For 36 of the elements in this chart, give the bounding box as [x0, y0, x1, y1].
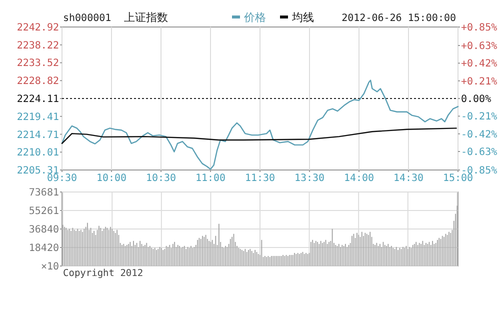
chart-subtitle: sh000001 [63, 13, 112, 24]
y2-tick-label: +0.85% [461, 22, 498, 34]
y-tick-label: 2224.11 [16, 94, 59, 106]
y-tick-label: 2238.22 [16, 40, 59, 52]
y-tick-label: 2228.82 [16, 76, 59, 88]
x-tick-label: 13:30 [294, 173, 325, 184]
y2-tick-label: +0.21% [461, 76, 498, 88]
y-tick-label: 2233.52 [16, 58, 59, 70]
y-axis-title: ×10 [40, 262, 59, 272]
y2-tick-label: 0.00% [461, 94, 492, 105]
y2-tick-label: -0.42% [461, 129, 498, 140]
legend-label: 均线 [291, 11, 314, 24]
y-tick-label: 2214.71 [16, 130, 59, 141]
text: 2012-06-26 15:00:00 [342, 13, 456, 24]
text: Copyright 2012 [63, 268, 144, 279]
x-tick-label: 09:30 [46, 173, 78, 184]
y-tick-label: 36840 [28, 224, 59, 236]
y-tick-label: 18420 [28, 243, 59, 254]
y2-tick-label: +0.63% [461, 41, 498, 52]
x-tick-label: 11:30 [244, 173, 276, 184]
y-tick-label: 2219.41 [16, 112, 59, 123]
x-tick-label: 15:00 [442, 173, 474, 184]
y-tick-label: 2242.92 [16, 22, 59, 34]
x-tick-label: 14:00 [344, 173, 374, 184]
chart-title: 上证指数 [124, 11, 168, 24]
y2-tick-label: +0.42% [461, 58, 498, 70]
y-tick-label: 2210.01 [16, 148, 59, 159]
x-tick-label: 10:00 [96, 173, 127, 184]
y-tick-label: 55261 [28, 206, 59, 217]
y2-tick-label: -0.21% [461, 112, 498, 123]
x-tick-label: 11:00 [195, 173, 226, 184]
x-tick-label: 14:30 [393, 173, 424, 184]
x-tick-label: 10:30 [146, 173, 176, 184]
y2-tick-label: -0.63% [461, 146, 498, 158]
y-tick-label: 73681 [28, 188, 59, 198]
legend-label: 价格 [243, 11, 266, 24]
